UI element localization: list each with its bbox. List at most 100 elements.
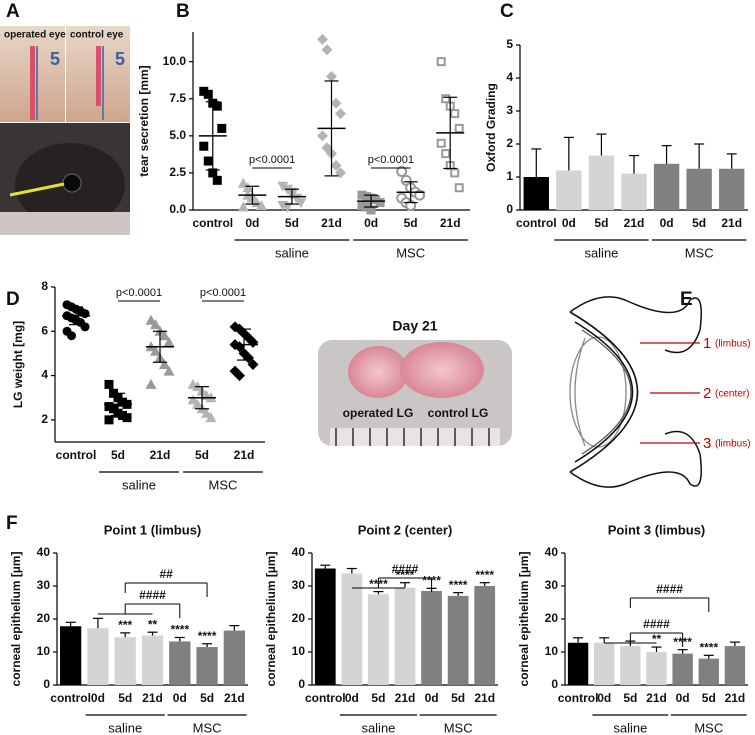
y-tick-label: 0 [298, 677, 305, 691]
x-tick-label: 21d [321, 216, 342, 230]
bar [672, 653, 693, 685]
x-tick-label: 5d [195, 448, 209, 462]
point [159, 330, 170, 341]
group-label: saline [122, 477, 156, 492]
y-tick-label: 10 [292, 644, 306, 658]
group-label: saline [584, 245, 618, 260]
point [247, 359, 259, 370]
bracket-label: #### [392, 562, 419, 576]
bar [556, 170, 582, 210]
point [212, 175, 222, 185]
annotation: p<0.0001 [368, 154, 414, 166]
bar [114, 637, 136, 685]
bar [169, 641, 191, 685]
point-number: 2 [703, 385, 711, 402]
x-tick-label: 21d [440, 216, 461, 230]
y-axis-label: corneal epithelium [µm] [9, 552, 23, 687]
bar [368, 594, 389, 685]
point [67, 331, 76, 341]
bar [447, 595, 469, 685]
point-label: (center) [715, 389, 749, 400]
x-tick-label: 21d [224, 691, 245, 705]
group-label: saline [361, 720, 395, 735]
x-tick-label: 21d [646, 691, 667, 705]
y-tick-label: 40 [545, 545, 559, 559]
point [192, 398, 203, 409]
point [104, 415, 114, 425]
point-label: (limbus) [715, 339, 751, 350]
group-label: MSC [685, 245, 714, 260]
y-axis-label: corneal epithelium [µm] [517, 552, 531, 687]
x-tick-label: 5d [111, 448, 125, 462]
group-label: saline [275, 245, 309, 260]
point [122, 413, 132, 423]
x-tick-label: 0d [345, 691, 359, 705]
significance: **** [198, 629, 217, 643]
point [208, 168, 218, 178]
x-tick-label: 21d [624, 216, 645, 230]
point [277, 181, 289, 192]
point [396, 165, 408, 177]
diagram-labels: 1 (limbus) 2 (center) 3 (limbus) [703, 335, 751, 452]
y-axis-label: corneal epithelium [µm] [264, 552, 278, 687]
group-label: saline [108, 720, 142, 735]
y-tick-label: 0 [506, 202, 513, 216]
significance: **** [699, 640, 718, 654]
x-tick-label: control [56, 448, 97, 462]
point [203, 156, 213, 166]
x-tick-label: control [558, 691, 599, 705]
bar [314, 568, 336, 685]
x-tick-label: 5d [594, 216, 608, 230]
significance: ** [148, 617, 158, 631]
point [330, 97, 342, 109]
x-tick-label: 0d [245, 216, 259, 230]
x-tick-label: 5d [702, 691, 716, 705]
bracket-label: ## [159, 567, 173, 581]
y-tick-label: 6 [41, 323, 48, 337]
x-tick-label: 0d [676, 691, 690, 705]
bracket-label: #### [139, 588, 166, 602]
point [80, 309, 90, 319]
significance: ** [652, 632, 662, 646]
x-tick-label: 21d [395, 691, 416, 705]
panel-label: A [6, 1, 20, 22]
bar [653, 163, 680, 210]
point [330, 160, 342, 171]
y-tick-label: 2 [41, 412, 48, 426]
y-tick-label: 2.5 [169, 165, 186, 179]
point [242, 182, 254, 193]
bar [567, 642, 589, 685]
photo-label: operated eye [4, 30, 66, 41]
chart-title: Point 1 (limbus) [104, 522, 202, 537]
x-tick-label: 21d [721, 216, 742, 230]
y-tick-label: 10 [545, 644, 559, 658]
y-tick-label: 30 [292, 578, 306, 592]
point [436, 57, 446, 67]
point [317, 130, 328, 142]
point [212, 101, 222, 111]
group-label: saline [613, 720, 647, 735]
point [441, 94, 451, 104]
x-tick-label: 0d [425, 691, 439, 705]
x-tick-label: 5d [200, 691, 214, 705]
bracket-label: #### [656, 582, 683, 596]
y-axis-label: LG weight [mg] [11, 321, 25, 408]
x-tick-label: 5d [623, 691, 637, 705]
point [159, 359, 170, 369]
photo-a: operated eye control eye 5 5 [0, 26, 130, 235]
group-label: MSC [209, 477, 238, 492]
bar [223, 630, 245, 685]
x-tick-label: 5d [692, 216, 706, 230]
point [281, 202, 293, 213]
group-label: MSC [444, 720, 473, 735]
x-tick-label: 5d [404, 216, 418, 230]
annotation: p<0.0001 [116, 287, 162, 299]
x-tick-label: 0d [660, 216, 674, 230]
panel-label: B [176, 1, 190, 22]
y-tick-label: 0 [43, 677, 50, 691]
point [80, 322, 90, 332]
point [163, 336, 175, 347]
x-tick-label: 5d [118, 691, 132, 705]
y-tick-label: 8 [41, 279, 48, 293]
bar [60, 626, 82, 685]
